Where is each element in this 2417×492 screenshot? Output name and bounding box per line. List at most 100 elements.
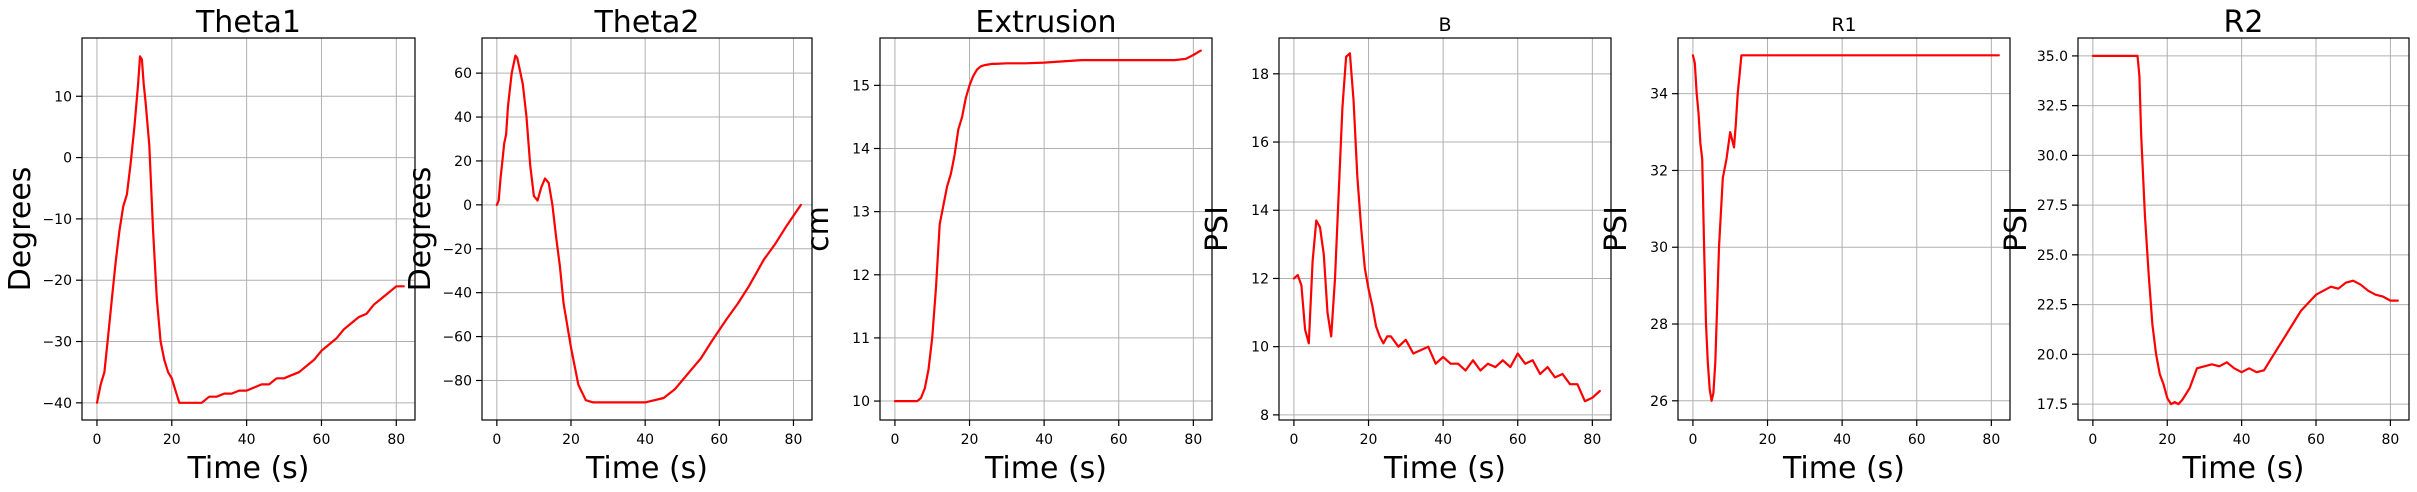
chart-title: R1 [1831, 14, 1856, 36]
y-axis-label: PSI [1200, 206, 1235, 252]
chart-title: Extrusion [975, 5, 1116, 40]
y-tick-label: 18 [1251, 67, 1269, 83]
y-tick-label: −10 [42, 212, 72, 228]
x-tick-label: 0 [890, 432, 899, 448]
x-axis-label: Time (s) [585, 451, 708, 486]
x-tick-label: 20 [2158, 432, 2176, 448]
x-tick-label: 60 [710, 432, 728, 448]
x-tick-label: 0 [1289, 432, 1298, 448]
y-axis-label: Degrees [403, 167, 438, 292]
chart-title: B [1438, 14, 1451, 36]
y-tick-label: 8 [1260, 408, 1269, 424]
x-tick-label: 60 [1908, 432, 1926, 448]
y-tick-label: 32 [1650, 163, 1668, 179]
x-tick-label: 80 [1583, 432, 1601, 448]
y-tick-label: 30 [1650, 240, 1668, 256]
x-tick-label: 60 [2307, 432, 2325, 448]
y-tick-label: 10 [1251, 340, 1269, 356]
chart-panel-4: 0 20 40 60 80 8 10 12 14 16 18 B Time (s) PSI [1200, 14, 1612, 486]
y-tick-label: 0 [63, 151, 72, 167]
x-axis-label: Time (s) [984, 451, 1107, 486]
y-tick-label: 28 [1650, 317, 1668, 333]
y-axis-label: PSI [1999, 206, 2034, 252]
y-tick-label: 20.0 [2037, 347, 2068, 363]
y-tick-label: 14 [1251, 203, 1269, 219]
y-tick-label: −30 [42, 335, 72, 351]
plot-frame [81, 37, 416, 421]
chart-panel-3: 0 20 40 60 80 10 11 12 13 14 15 Extrusion Time (s) cm [801, 5, 1213, 486]
y-tick-label: 20 [454, 154, 472, 170]
series-line [1691, 54, 2000, 402]
x-tick-label: 0 [2088, 432, 2097, 448]
series-line [1292, 52, 1601, 403]
y-tick-label: 17.5 [2037, 397, 2068, 413]
x-axis-label: Time (s) [1782, 451, 1905, 486]
x-tick-label: 80 [1184, 432, 1202, 448]
y-tick-label: −20 [42, 273, 72, 289]
y-tick-label: 34 [1650, 87, 1668, 103]
x-tick-label: 80 [2381, 432, 2399, 448]
x-tick-label: 0 [492, 432, 501, 448]
x-tick-label: 20 [961, 432, 979, 448]
x-tick-label: 60 [313, 432, 331, 448]
y-tick-label: 15 [852, 78, 870, 94]
x-tick-label: 80 [785, 432, 803, 448]
x-tick-label: 60 [1509, 432, 1527, 448]
y-tick-label: 12 [852, 268, 870, 284]
x-axis-label: Time (s) [187, 451, 310, 486]
y-tick-label: 10 [852, 394, 870, 410]
y-tick-label: 16 [1251, 135, 1269, 151]
x-tick-label: 40 [1035, 432, 1053, 448]
y-tick-label: 25.0 [2037, 248, 2068, 264]
y-tick-label: 26 [1650, 394, 1668, 410]
y-tick-label: −60 [442, 330, 472, 346]
x-tick-label: 20 [1759, 432, 1777, 448]
y-axis-label: cm [801, 206, 836, 252]
chart-title: Theta2 [593, 5, 699, 40]
chart-panel-1: 0 20 40 60 80 −40 −30 −20 −10 0 10 Theta1 Time (s) De… [3, 5, 416, 486]
plot-frame [879, 37, 1213, 421]
y-tick-label: −40 [442, 286, 472, 302]
plot-frame [481, 37, 813, 421]
x-tick-label: 0 [1688, 432, 1697, 448]
chart-title: Theta1 [195, 5, 301, 40]
series-line [2091, 54, 2399, 406]
y-axis-label: PSI [1599, 206, 1634, 252]
y-tick-label: 14 [852, 141, 870, 157]
chart-title: R2 [2224, 5, 2264, 40]
y-tick-label: 22.5 [2037, 298, 2068, 314]
y-tick-label: −20 [442, 242, 472, 258]
y-tick-label: 30.0 [2037, 148, 2068, 164]
y-tick-label: −80 [442, 373, 472, 389]
y-tick-label: 35.0 [2037, 49, 2068, 65]
y-axis-label: Degrees [3, 167, 38, 292]
x-tick-label: 80 [387, 432, 405, 448]
x-tick-label: 60 [1110, 432, 1128, 448]
x-tick-label: 20 [562, 432, 580, 448]
y-tick-label: 27.5 [2037, 198, 2068, 214]
x-axis-label: Time (s) [1383, 451, 1506, 486]
x-tick-label: 20 [163, 432, 181, 448]
x-axis-label: Time (s) [2182, 451, 2305, 486]
y-tick-label: 10 [54, 89, 72, 105]
plot-frame [2077, 37, 2410, 421]
chart-panel-5: 0 20 40 60 80 26 28 30 32 34 R1 Time (s) PSI [1599, 14, 2011, 486]
x-tick-label: 40 [1434, 432, 1452, 448]
x-tick-label: 80 [1982, 432, 2000, 448]
chart-panel-6: 0 20 40 60 80 17.5 20.0 22.5 25.0 27.5 30.0 32.5 35.… [1999, 5, 2410, 486]
y-tick-label: 11 [852, 331, 870, 347]
y-tick-label: −40 [42, 396, 72, 412]
series-line [495, 54, 802, 404]
plot-frame [1677, 37, 2011, 421]
chart-panel-2: 0 20 40 60 80 −80 −60 −40 −20 0 20 40 60 Theta2 Time (… [403, 5, 813, 486]
plot-frame [1278, 37, 1612, 421]
x-tick-label: 40 [1833, 432, 1851, 448]
x-tick-label: 40 [2233, 432, 2251, 448]
x-tick-label: 0 [93, 432, 102, 448]
series-line [893, 49, 1202, 403]
y-tick-label: 0 [463, 198, 472, 214]
y-tick-label: 60 [454, 66, 472, 82]
y-tick-label: 32.5 [2037, 99, 2068, 115]
series-line [95, 55, 405, 404]
